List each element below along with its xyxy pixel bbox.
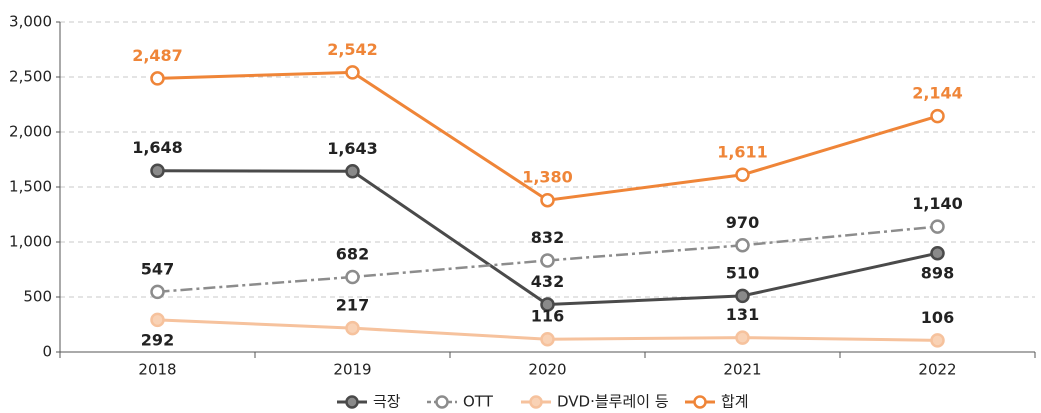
value-label: 292 bbox=[141, 330, 174, 349]
marker bbox=[930, 245, 945, 261]
y-tick-label: 2,500 bbox=[9, 68, 52, 86]
marker bbox=[540, 253, 555, 268]
marker bbox=[540, 331, 555, 347]
value-label: 217 bbox=[336, 296, 369, 315]
marker bbox=[735, 288, 750, 304]
x-tick-label: 2021 bbox=[723, 361, 761, 379]
legend-label: OTT bbox=[463, 393, 494, 411]
legend-label: 합계 bbox=[721, 393, 749, 411]
marker bbox=[540, 192, 555, 208]
value-label: 1,380 bbox=[522, 168, 573, 187]
value-label: 510 bbox=[726, 263, 759, 282]
x-tick-label: 2019 bbox=[333, 361, 371, 379]
value-label: 2,542 bbox=[327, 40, 378, 59]
y-tick-label: 0 bbox=[42, 343, 52, 361]
value-label: 2,487 bbox=[132, 46, 183, 65]
value-label: 432 bbox=[531, 272, 564, 291]
legend-marker bbox=[435, 395, 449, 409]
y-tick-label: 500 bbox=[23, 288, 52, 306]
y-tick-label: 1,500 bbox=[9, 178, 52, 196]
legend-marker bbox=[529, 395, 543, 409]
marker bbox=[345, 320, 360, 336]
y-tick-label: 2,000 bbox=[9, 123, 52, 141]
marker bbox=[735, 330, 750, 345]
value-label: 1,611 bbox=[717, 142, 768, 161]
x-tick-label: 2022 bbox=[918, 361, 956, 379]
value-label: 106 bbox=[921, 308, 954, 327]
value-label: 547 bbox=[141, 259, 174, 278]
legend-marker bbox=[693, 395, 707, 409]
marker bbox=[735, 238, 750, 253]
x-tick-label: 2020 bbox=[528, 361, 566, 379]
y-tick-label: 1,000 bbox=[9, 233, 52, 251]
value-label: 1,648 bbox=[132, 138, 183, 157]
marker bbox=[930, 219, 945, 234]
value-label: 682 bbox=[336, 244, 369, 263]
marker bbox=[150, 312, 165, 328]
marker bbox=[930, 108, 945, 124]
value-label: 898 bbox=[921, 264, 954, 283]
marker bbox=[540, 297, 555, 312]
value-label: 131 bbox=[726, 305, 759, 324]
marker bbox=[345, 269, 360, 285]
marker bbox=[735, 167, 750, 183]
value-label: 970 bbox=[726, 213, 759, 232]
marker bbox=[150, 284, 165, 300]
y-tick-label: 3,000 bbox=[9, 13, 52, 31]
marker bbox=[345, 65, 360, 80]
marker bbox=[345, 164, 360, 179]
value-label: 1,140 bbox=[912, 194, 963, 213]
legend-label: DVD·블루레이 등 bbox=[557, 393, 669, 411]
value-label: 2,144 bbox=[912, 84, 963, 103]
legend-label: 극장 bbox=[373, 393, 401, 411]
marker bbox=[930, 333, 945, 348]
x-tick-label: 2018 bbox=[138, 361, 176, 379]
value-label: 832 bbox=[531, 228, 564, 247]
value-label: 116 bbox=[531, 307, 564, 326]
marker bbox=[150, 163, 165, 178]
legend-marker bbox=[345, 395, 359, 409]
marker bbox=[150, 71, 165, 86]
value-label: 1,643 bbox=[327, 139, 378, 158]
